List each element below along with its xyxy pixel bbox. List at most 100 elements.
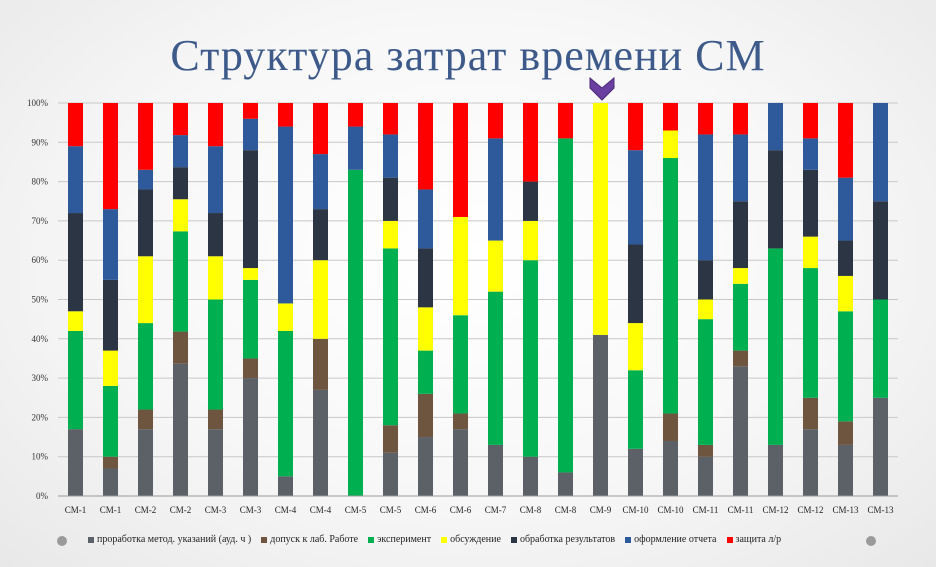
y-tick-label: 50% [32,295,49,305]
bar-segment [313,209,328,261]
bar-segment [278,103,293,127]
bar-segment [68,330,83,430]
legend-item: эксперимент [368,534,431,545]
bar-segment [803,397,818,430]
y-tick-label: 30% [32,373,49,383]
bar-segment [208,429,223,496]
legend-swatch [441,536,448,543]
bar-segment [68,146,83,214]
legend-item: обсуждение [441,534,501,545]
bar-segment [488,103,503,139]
x-tick-label: СМ-1 [65,505,87,515]
x-tick-label: СМ-12 [797,505,823,515]
bar-segment [523,220,538,261]
bar-segment [698,444,713,457]
bar-segment [873,397,888,496]
bar-segment [418,437,433,496]
bar-segment [103,279,118,351]
legend-item: обработка результатов [510,534,616,545]
slide-dot-left [57,536,67,546]
x-tick-label: СМ-6 [450,505,472,515]
x-tick-label: СМ-10 [657,505,684,515]
bar-segment [628,370,643,449]
bar-segment [873,299,888,398]
bar-segment [103,209,118,280]
x-tick-label: СМ-2 [170,505,192,515]
bar-segment [313,154,328,210]
bar-segment [383,220,398,249]
bar-segment [768,444,783,496]
legend-item: защита л/р [726,534,782,545]
bar-segment [103,350,118,386]
bar-segment [733,366,748,496]
bar-segment [803,138,818,170]
bar-segment [488,291,503,445]
bar-segment [418,350,433,394]
bar-segment [523,181,538,221]
bar-segment [733,134,748,202]
legend-item: оформление отчета [625,534,717,545]
x-tick-label: СМ-3 [205,505,227,515]
bar-segment [138,103,153,170]
legend-label: оформление отчета [634,534,717,545]
bar-segment [418,307,433,351]
bar-segment [663,130,678,159]
x-tick-label: СМ-5 [380,505,402,515]
bar-segment [278,476,293,496]
legend-swatch [261,536,268,543]
bar-segment [173,167,188,200]
x-tick-label: СМ-8 [555,505,577,515]
bar-segment [173,135,188,168]
bar-segment [173,363,188,496]
bar-segment [138,256,153,324]
bar-segment [838,421,853,445]
bar-segment [103,103,118,210]
legend-label: обработка результатов [519,534,616,545]
bar-segment [558,103,573,139]
legend-label: проработка метод. указаний (ауд. ч ) [97,534,252,545]
legend-label: допуск к лаб. Работе [270,534,359,545]
bar-segment [138,409,153,430]
page-title: Структура затрат времени СМ [170,31,766,80]
bar-segment [663,440,678,496]
bar-segment [348,126,363,170]
bar-segment [418,103,433,190]
bar-segment [278,126,293,304]
legend-item: проработка метод. указаний (ауд. ч ) [88,534,251,545]
bar-segment [418,248,433,308]
bar-segment [383,134,398,178]
y-tick-label: 90% [32,137,49,147]
bar-segment [838,444,853,496]
bar-segment [523,456,538,496]
bar-segment [138,189,153,257]
bar-segment [663,103,678,131]
bar-segment [873,103,888,202]
legend-swatch [88,536,94,543]
bar-segment [103,456,118,469]
bar-segment [383,177,398,221]
bar-segment [453,429,468,496]
bar-segment [243,378,258,496]
bar-segment [348,103,363,127]
bar-segment [418,393,433,438]
x-tick-label: СМ-8 [520,505,542,515]
y-tick-label: 10% [32,452,49,462]
bar-segment [313,338,328,390]
bar-segment [243,358,258,379]
bar-segment [698,299,713,320]
bar-segment [453,216,468,316]
bar-segment [628,103,643,151]
chart-legend: проработка метод. указаний (ауд. ч ) допу… [88,534,781,545]
x-tick-label: СМ-11 [693,505,719,515]
y-tick-label: 60% [32,255,49,265]
legend-label: обсуждение [450,534,501,545]
x-tick-label: СМ-6 [415,505,437,515]
bar-segment [453,413,468,430]
bar-segment [698,319,713,445]
bar-segment [243,150,258,269]
bar-segment [768,103,783,151]
chevron-marker-icon [589,76,615,101]
bar-segment [173,231,188,332]
legend-label: защита л/р [735,534,782,545]
